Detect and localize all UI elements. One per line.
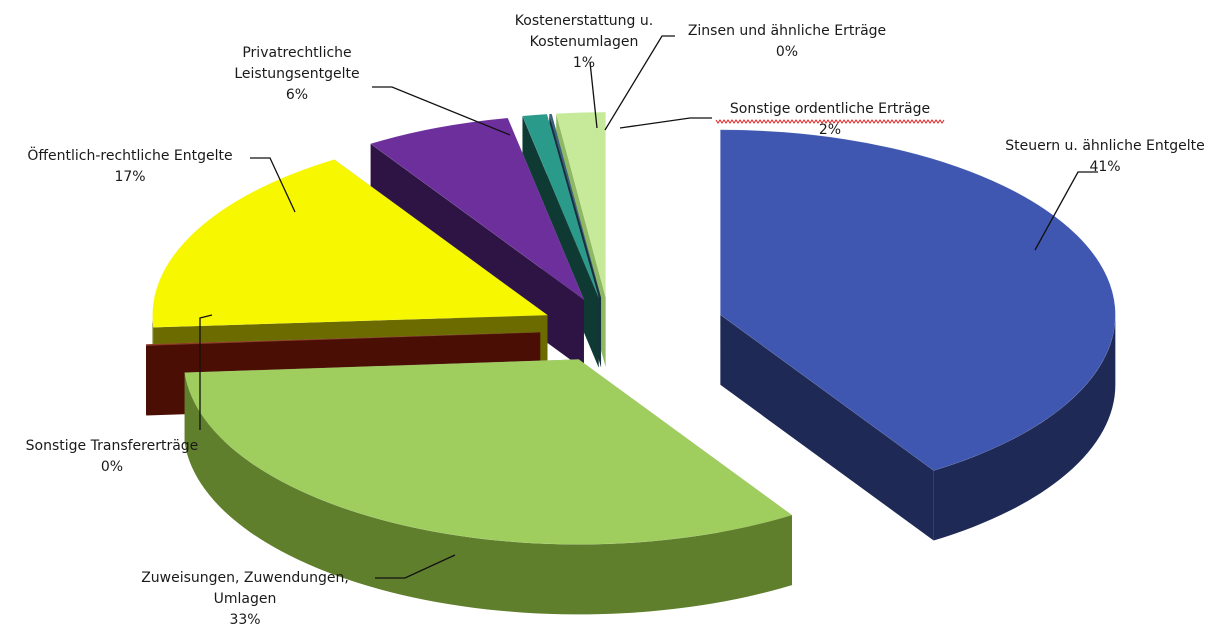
data-label-text: Leistungsentgelte [234,66,359,82]
spellcheck-underline [715,119,945,124]
data-label-text: Steuern u. ähnliche Entgelte [1005,138,1205,154]
pie-slice-rim [184,372,792,615]
leader-line-4 [372,86,511,136]
pie-slice-rim [933,314,1116,541]
leader-line-5 [589,61,598,129]
data-label-5: Kostenerstattung u. Kostenumlagen 1% [515,13,653,71]
data-label-text: Sonstige ordentliche Erträge [730,101,930,117]
leader-line-2 [199,314,213,430]
data-label-pct: 41% [1089,159,1120,175]
pie-slice-6 [548,113,602,298]
data-label-6: Zinsen und ähnliche Erträge 0% [688,23,886,60]
pie-slice-1 [184,359,793,545]
data-label-text: Sonstige Transfererträge [26,438,199,454]
data-label-pct: 1% [573,55,595,71]
leader-line-6 [604,35,675,131]
data-label-7: Sonstige ordentliche Erträge 2% [730,101,930,138]
leader-line-0 [1034,171,1098,251]
pie-slice-7 [555,111,606,298]
leader-line-3 [250,157,296,213]
data-label-pct: 0% [101,459,123,475]
pie-slice-wall [720,314,934,541]
data-label-1: Zuweisungen, Zuwendungen, Umlagen 33% [141,570,349,628]
data-label-pct: 2% [819,122,841,138]
data-label-text: Zinsen und ähnliche Erträge [688,23,886,39]
leader-line-7 [619,117,712,129]
data-label-pct: 0% [776,44,798,60]
pie-slice-2 [145,331,541,346]
data-label-pct: 6% [286,87,308,103]
pie-slice-side-0 [720,129,1116,541]
pie-slice-sides [145,111,1116,615]
data-label-2: Sonstige Transfererträge 0% [26,438,199,475]
data-label-text: Umlagen [214,591,277,607]
data-label-pct: 33% [229,612,260,628]
data-label-text: Kostenerstattung u. [515,13,653,29]
data-label-text: Kostenumlagen [530,34,639,50]
pie-slice-4 [369,117,585,301]
pie-slice-side-1 [184,359,793,615]
leader-line-1 [375,554,456,579]
pie-slice-0 [720,129,1116,471]
data-label-0: Steuern u. ähnliche Entgelte 41% [1005,138,1205,175]
data-label-text: Privatrechtliche [242,45,351,61]
data-label-pct: 17% [114,169,145,185]
pie-slice-3 [152,159,549,328]
data-label-text: Zuweisungen, Zuwendungen, [141,570,349,586]
data-label-4: Privatrechtliche Leistungsentgelte 6% [234,45,359,103]
leader-lines [199,35,1098,579]
data-labels: Steuern u. ähnliche Entgelte 41% Zuweisung… [26,13,1205,628]
pie-slice-5 [522,113,599,298]
data-label-text: Öffentlich-rechtliche Entgelte [27,146,232,164]
data-label-3: Öffentlich-rechtliche Entgelte 17% [27,146,232,185]
